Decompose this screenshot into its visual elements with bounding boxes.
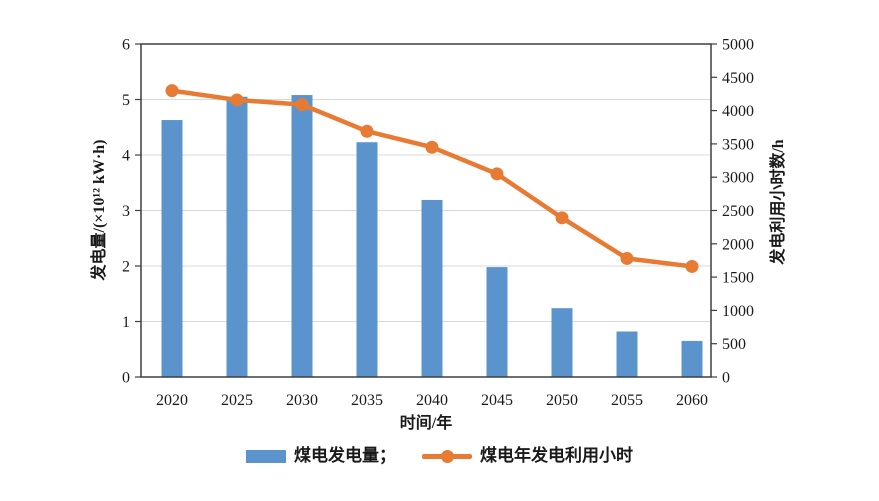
bar-2040: [421, 199, 443, 377]
left-tick-label: 4: [122, 148, 130, 165]
right-tick-label: 5000: [722, 37, 754, 54]
bar-2060: [681, 340, 703, 377]
right-tick-label: 2500: [722, 203, 754, 220]
right-tick-label: 4000: [722, 103, 754, 120]
line-marker-2030: [295, 98, 309, 112]
x-tick-label: 2055: [611, 392, 643, 409]
right-tick-label: 1500: [722, 270, 754, 287]
left-tick-label: 0: [122, 370, 130, 387]
bar-2055: [616, 331, 638, 377]
legend-entry-line: 煤电年发电利用小时: [422, 443, 633, 469]
line-marker-2050: [555, 211, 569, 225]
legend: 煤电发电量； 煤电年发电利用小时: [0, 443, 879, 469]
bar-2035: [356, 142, 378, 377]
x-axis-title: 时间/年: [399, 415, 453, 432]
right-tick-label: 3500: [722, 136, 754, 153]
left-tick-label: 2: [122, 259, 130, 276]
line-marker-2025: [230, 93, 244, 107]
line-marker-2045: [490, 167, 504, 181]
x-tick-label: 2045: [481, 392, 513, 409]
legend-bar-label: 煤电发电量；: [294, 446, 396, 465]
bar-series-swatch-icon: [246, 449, 286, 463]
line-marker-2060: [685, 259, 699, 273]
left-tick-label: 1: [122, 314, 130, 331]
right-tick-label: 0: [722, 370, 730, 387]
right-tick-label: 3000: [722, 170, 754, 187]
bar-2050: [551, 308, 573, 377]
left-tick-label: 5: [122, 92, 130, 109]
bar-2020: [161, 120, 183, 377]
legend-entry-bar: 煤电发电量；: [246, 443, 396, 469]
x-tick-label: 2040: [416, 392, 448, 409]
bar-2025: [226, 96, 248, 377]
line-marker-2040: [425, 140, 439, 154]
right-tick-label: 2000: [722, 236, 754, 253]
x-tick-label: 2025: [221, 392, 253, 409]
x-tick-label: 2020: [156, 392, 188, 409]
legend-line-label: 煤电年发电利用小时: [480, 446, 633, 465]
line-marker-2020: [165, 84, 179, 98]
left-tick-label: 3: [122, 203, 130, 220]
line-swatch-marker-icon: [440, 449, 454, 463]
line-marker-2035: [360, 124, 374, 138]
right-tick-label: 500: [722, 336, 746, 353]
x-tick-label: 2060: [676, 392, 708, 409]
right-tick-label: 4500: [722, 70, 754, 87]
line-marker-2055: [620, 251, 634, 265]
x-tick-label: 2030: [286, 392, 318, 409]
x-tick-label: 2050: [546, 392, 578, 409]
bar-2045: [486, 267, 508, 377]
left-tick-label: 6: [122, 37, 130, 54]
right-y-axis-title: 发电利用小时数/h: [770, 139, 787, 265]
x-tick-label: 2035: [351, 392, 383, 409]
line-series-swatch-icon: [422, 449, 472, 463]
left-y-axis-title: 发电量/(×10¹² kW·h): [91, 139, 108, 281]
bar-2030: [291, 95, 313, 377]
right-tick-label: 1000: [722, 303, 754, 320]
